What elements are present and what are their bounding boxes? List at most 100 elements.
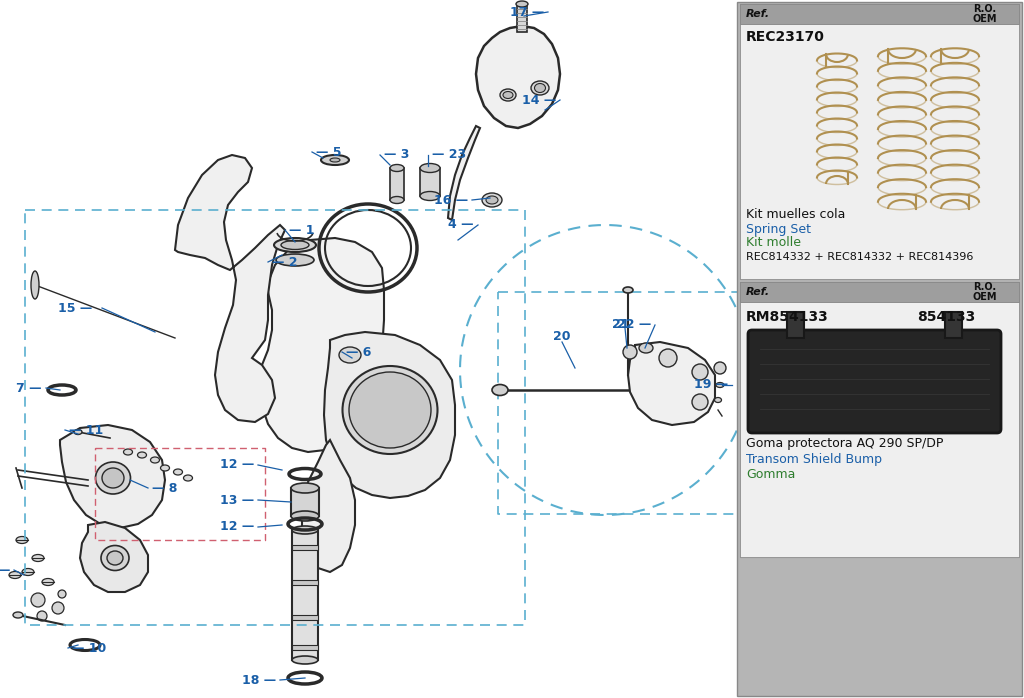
Ellipse shape bbox=[342, 366, 437, 454]
Ellipse shape bbox=[137, 452, 146, 458]
Ellipse shape bbox=[281, 241, 309, 249]
Ellipse shape bbox=[330, 158, 340, 162]
Ellipse shape bbox=[486, 196, 498, 204]
Bar bbox=[740, 24, 1019, 279]
Circle shape bbox=[52, 602, 63, 614]
Polygon shape bbox=[476, 26, 560, 128]
Ellipse shape bbox=[74, 429, 82, 434]
Text: Ref.: Ref. bbox=[746, 9, 770, 19]
Ellipse shape bbox=[42, 579, 54, 586]
Text: Goma protectora AQ 290 SP/DP: Goma protectora AQ 290 SP/DP bbox=[746, 438, 943, 450]
Ellipse shape bbox=[124, 449, 132, 455]
Ellipse shape bbox=[716, 383, 724, 387]
Text: Ref.: Ref. bbox=[746, 287, 770, 297]
Text: 854133: 854133 bbox=[918, 310, 975, 324]
Polygon shape bbox=[260, 238, 384, 452]
Polygon shape bbox=[628, 342, 715, 425]
Ellipse shape bbox=[482, 193, 502, 207]
Bar bbox=[945, 312, 962, 338]
Bar bbox=[740, 282, 1019, 557]
Circle shape bbox=[692, 394, 708, 410]
Text: 4 —: 4 — bbox=[449, 218, 474, 232]
Text: — 5: — 5 bbox=[316, 145, 341, 158]
Text: 21: 21 bbox=[612, 318, 630, 332]
Bar bbox=[291, 488, 319, 516]
Bar bbox=[517, 4, 527, 32]
Text: 19 —: 19 — bbox=[694, 378, 728, 392]
Text: — 10: — 10 bbox=[72, 641, 106, 655]
Ellipse shape bbox=[292, 656, 318, 664]
Polygon shape bbox=[60, 425, 165, 528]
Bar bbox=[420, 168, 440, 196]
Text: REC814332 + REC814332 + REC814396: REC814332 + REC814332 + REC814396 bbox=[746, 252, 974, 262]
Text: Kit muelles cola: Kit muelles cola bbox=[746, 207, 846, 221]
Bar bbox=[292, 615, 318, 620]
Text: 9 —: 9 — bbox=[0, 563, 10, 577]
Text: — 23: — 23 bbox=[432, 149, 466, 161]
Circle shape bbox=[623, 345, 637, 359]
Bar bbox=[787, 312, 804, 338]
Ellipse shape bbox=[16, 537, 28, 544]
Bar bbox=[740, 282, 1019, 302]
Text: R.O.
OEM: R.O. OEM bbox=[973, 3, 997, 24]
Ellipse shape bbox=[639, 343, 653, 353]
Ellipse shape bbox=[420, 191, 440, 200]
Text: Kit molle: Kit molle bbox=[746, 235, 801, 248]
Bar bbox=[737, 2, 1022, 696]
Text: — 11: — 11 bbox=[69, 424, 103, 436]
Text: Transom Shield Bump: Transom Shield Bump bbox=[746, 452, 882, 466]
Ellipse shape bbox=[531, 81, 549, 95]
Ellipse shape bbox=[349, 372, 431, 448]
Bar bbox=[292, 580, 318, 585]
Ellipse shape bbox=[492, 385, 508, 396]
Ellipse shape bbox=[13, 612, 23, 618]
Text: R.O.
OEM: R.O. OEM bbox=[973, 281, 997, 302]
Ellipse shape bbox=[291, 511, 319, 521]
Text: 7 —: 7 — bbox=[16, 382, 42, 394]
Ellipse shape bbox=[31, 271, 39, 299]
Ellipse shape bbox=[500, 89, 516, 101]
Polygon shape bbox=[175, 155, 285, 422]
Ellipse shape bbox=[95, 462, 130, 494]
Ellipse shape bbox=[106, 551, 123, 565]
Ellipse shape bbox=[390, 165, 404, 172]
Text: Spring Set: Spring Set bbox=[746, 223, 811, 235]
Text: RM854133: RM854133 bbox=[746, 310, 828, 324]
Ellipse shape bbox=[339, 347, 361, 363]
Bar bbox=[740, 4, 1019, 24]
Ellipse shape bbox=[101, 546, 129, 570]
Ellipse shape bbox=[292, 526, 318, 534]
Bar bbox=[740, 302, 1019, 557]
Polygon shape bbox=[449, 126, 480, 220]
Ellipse shape bbox=[151, 457, 160, 463]
Polygon shape bbox=[302, 440, 355, 572]
Ellipse shape bbox=[535, 84, 546, 93]
Ellipse shape bbox=[161, 465, 170, 471]
Circle shape bbox=[714, 362, 726, 374]
Ellipse shape bbox=[503, 91, 513, 98]
Polygon shape bbox=[324, 332, 455, 498]
Circle shape bbox=[31, 593, 45, 607]
Text: — 6: — 6 bbox=[346, 346, 372, 359]
Ellipse shape bbox=[321, 155, 349, 165]
Text: 20: 20 bbox=[553, 329, 570, 343]
Text: 16 —: 16 — bbox=[434, 193, 468, 207]
Text: 17 —: 17 — bbox=[510, 6, 544, 19]
Bar bbox=[292, 530, 318, 660]
Bar bbox=[740, 4, 1019, 279]
Text: — 1: — 1 bbox=[289, 223, 314, 237]
Ellipse shape bbox=[22, 568, 34, 575]
Circle shape bbox=[659, 349, 677, 367]
Ellipse shape bbox=[715, 397, 722, 403]
Text: REC23170: REC23170 bbox=[746, 30, 825, 44]
Text: 18 —: 18 — bbox=[242, 674, 276, 687]
Text: 14 —: 14 — bbox=[522, 94, 556, 107]
Ellipse shape bbox=[623, 287, 633, 293]
Text: 12 —: 12 — bbox=[220, 459, 254, 472]
Bar bbox=[390, 168, 404, 200]
Text: 12 —: 12 — bbox=[220, 521, 254, 533]
Text: 13 —: 13 — bbox=[220, 493, 254, 507]
Ellipse shape bbox=[274, 238, 316, 252]
Circle shape bbox=[692, 364, 708, 380]
Polygon shape bbox=[80, 522, 148, 592]
